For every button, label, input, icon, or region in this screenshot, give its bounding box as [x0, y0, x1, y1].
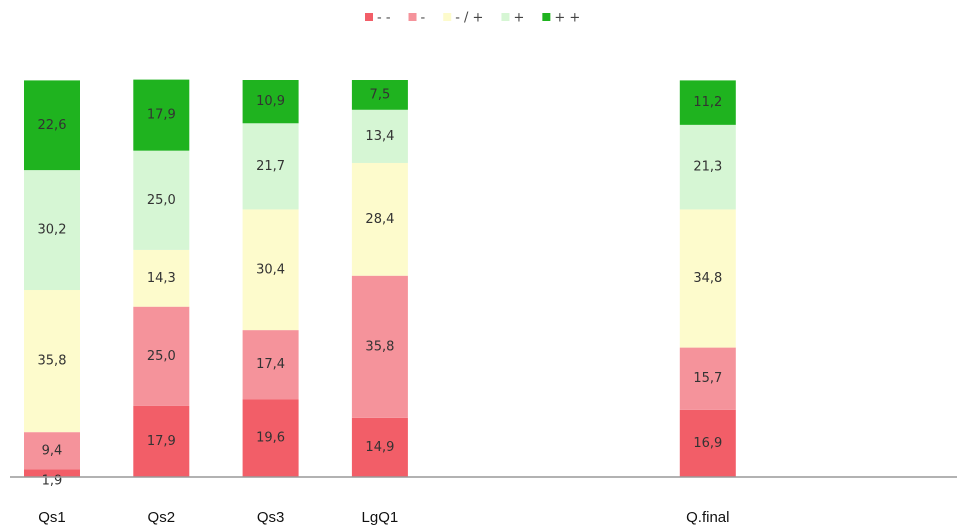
bar-segment — [679, 80, 736, 125]
data-label: 13,4 — [365, 129, 394, 144]
legend-label: + — [513, 11, 524, 26]
bar-segment — [679, 209, 736, 348]
data-label: 17,9 — [147, 108, 176, 123]
bar-segment — [242, 209, 299, 331]
data-label: 30,4 — [256, 262, 285, 277]
data-label: 21,7 — [256, 159, 285, 174]
data-label: 17,4 — [256, 357, 285, 372]
data-label: 30,2 — [38, 223, 67, 238]
bar-segment — [24, 170, 80, 291]
data-label: 14,3 — [147, 271, 176, 286]
data-label: 10,9 — [256, 94, 285, 109]
bar-segment — [351, 109, 408, 163]
bar-segment — [351, 275, 408, 418]
legend-label: - - — [377, 11, 391, 26]
bar-segment — [242, 80, 299, 124]
bar-segment — [679, 347, 736, 410]
data-label: 14,9 — [365, 440, 394, 455]
bar-segment — [351, 80, 408, 110]
x-tick-label: Q.final — [686, 509, 729, 526]
data-label: 15,7 — [693, 371, 722, 386]
data-label: 17,9 — [147, 434, 176, 449]
bar-segment — [242, 330, 299, 400]
x-tick-label: Qs3 — [257, 509, 285, 526]
bar-segment — [679, 409, 736, 477]
data-label: 22,6 — [38, 118, 67, 133]
data-label: 16,9 — [693, 436, 722, 451]
data-label: 35,8 — [365, 339, 394, 354]
data-label: 35,8 — [38, 354, 67, 369]
bar-segment — [242, 399, 299, 477]
data-label: 34,8 — [693, 271, 722, 286]
bar-segment — [351, 162, 408, 276]
x-tick-label: Qs2 — [148, 509, 176, 526]
data-label: 28,4 — [365, 212, 394, 227]
bar-segment — [133, 150, 190, 250]
bar-segment — [24, 290, 80, 433]
data-label: 11,2 — [693, 95, 722, 110]
bar-segment — [133, 79, 190, 151]
data-label: 7,5 — [370, 87, 391, 102]
data-label: 1,9 — [42, 474, 63, 489]
bar-segment — [24, 432, 80, 470]
bar-segment — [24, 80, 80, 171]
bar-segment — [133, 405, 190, 477]
data-label: 21,3 — [693, 160, 722, 175]
legend-label: + + — [554, 11, 580, 26]
legend-swatch — [443, 13, 452, 21]
legend: - - - - / + + + + — [365, 11, 580, 26]
bar-segment — [24, 469, 80, 477]
data-label: 25,0 — [147, 349, 176, 364]
legend-label: - — [421, 11, 426, 26]
bar-segment — [351, 417, 408, 477]
bar-segment — [679, 124, 736, 210]
data-label: 9,4 — [42, 443, 63, 458]
legend-swatch — [542, 13, 551, 21]
data-label: 19,6 — [256, 431, 285, 446]
bar-segment — [133, 306, 190, 406]
bar-segment — [242, 123, 299, 210]
x-tick-label: LgQ1 — [362, 509, 399, 526]
legend-swatch — [501, 13, 510, 21]
bar-segment — [133, 249, 190, 307]
x-tick-label: Qs1 — [38, 509, 66, 526]
data-label: 25,0 — [147, 193, 176, 208]
legend-swatch — [365, 13, 373, 21]
legend-swatch — [408, 13, 417, 21]
legend-label: - / + — [455, 11, 483, 26]
